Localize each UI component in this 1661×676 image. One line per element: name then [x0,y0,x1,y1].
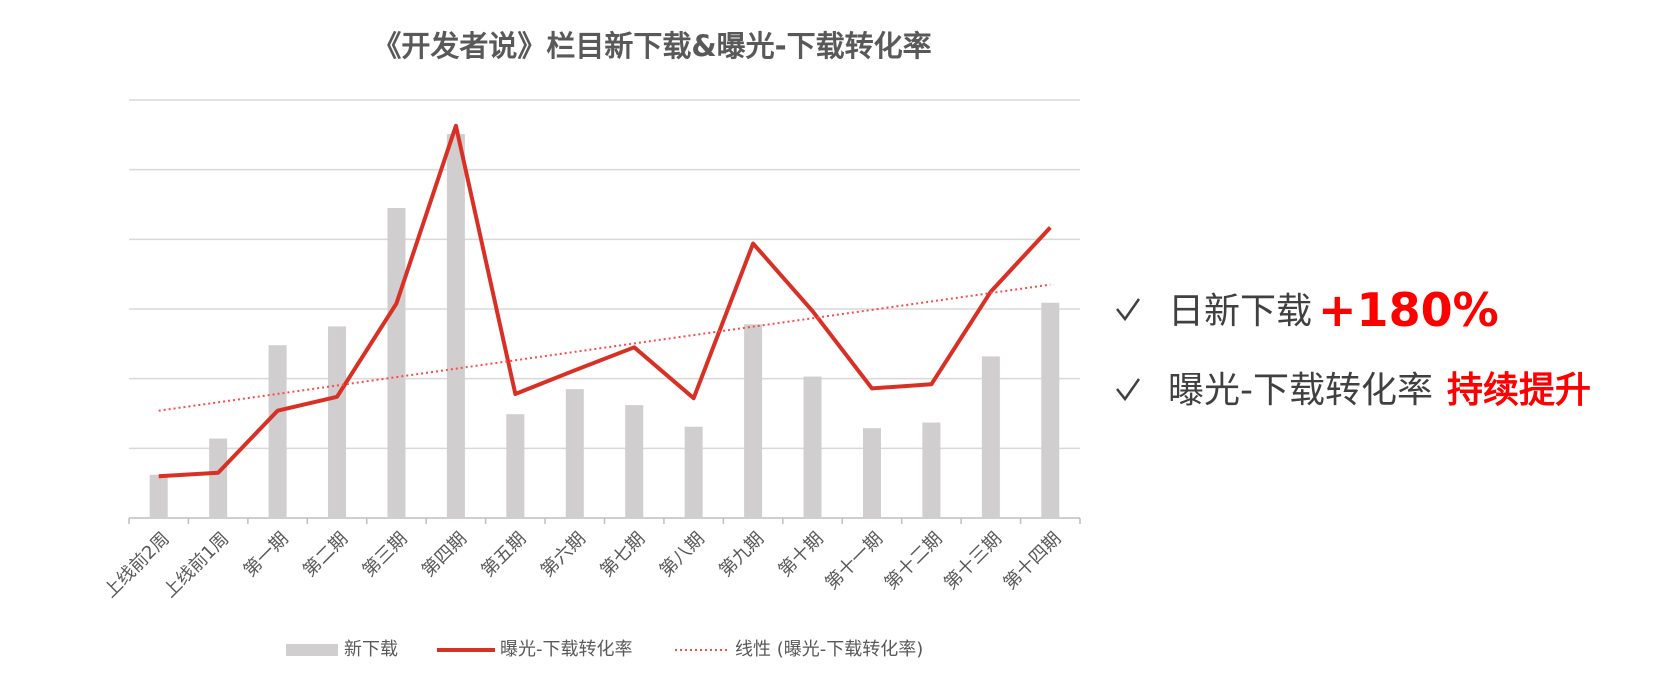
x-tick-label: 第九期 [715,528,768,581]
bar [446,134,465,519]
chart-title: 《开发者说》栏目新下载&曝光-下载转化率 [372,29,931,63]
bar [565,389,584,518]
bar [684,426,703,518]
x-tick-label: 第十一期 [821,528,887,594]
x-tick-label: 第十二期 [881,528,947,594]
bar [922,422,941,518]
x-tick-label: 第四期 [418,528,471,581]
x-tick-label: 第七期 [596,528,649,581]
check-icon [1116,298,1141,322]
annotation-highlight: 持续提升 [1447,370,1591,411]
legend-label: 线性 (曝光-下载转化率) [735,639,923,660]
bar [744,324,763,518]
annotation-text: 日新下载 [1168,291,1312,332]
bar [328,326,347,518]
x-tick-label: 第六期 [537,528,590,581]
legend-label: 新下载 [344,639,398,660]
bar [506,414,525,518]
annotation-highlight: +180% [1318,283,1499,337]
bar [209,438,228,518]
legend-swatch [286,644,338,656]
x-tick-label: 第五期 [477,528,530,581]
x-tick-label: 第十三期 [940,528,1006,594]
bar [803,376,822,518]
x-tick-label: 第十期 [775,528,828,581]
bar [862,428,881,518]
x-tick-label: 第十四期 [1000,528,1066,594]
bar [387,207,406,518]
x-tick-label: 第三期 [359,528,412,581]
check-icon [1116,378,1141,402]
annotation-text: 曝光-下载转化率 持续提升 [1168,370,1591,411]
line [158,123,1052,479]
legend-label: 曝光-下载转化率 [500,639,633,660]
x-tick-label: 第二期 [299,528,352,581]
bar [268,345,287,518]
trend-line [158,283,1051,412]
x-tick-label: 第八期 [656,528,709,581]
bar [1041,302,1060,518]
x-tick-label: 上线前1周 [159,528,233,602]
annotation-text: 日新下载 +180% [1168,283,1499,337]
bar [981,356,1000,518]
annotation-text: 曝光-下载转化率 [1168,370,1433,411]
bar [149,474,168,518]
x-tick-label: 第一期 [240,528,293,581]
bar [625,405,644,518]
